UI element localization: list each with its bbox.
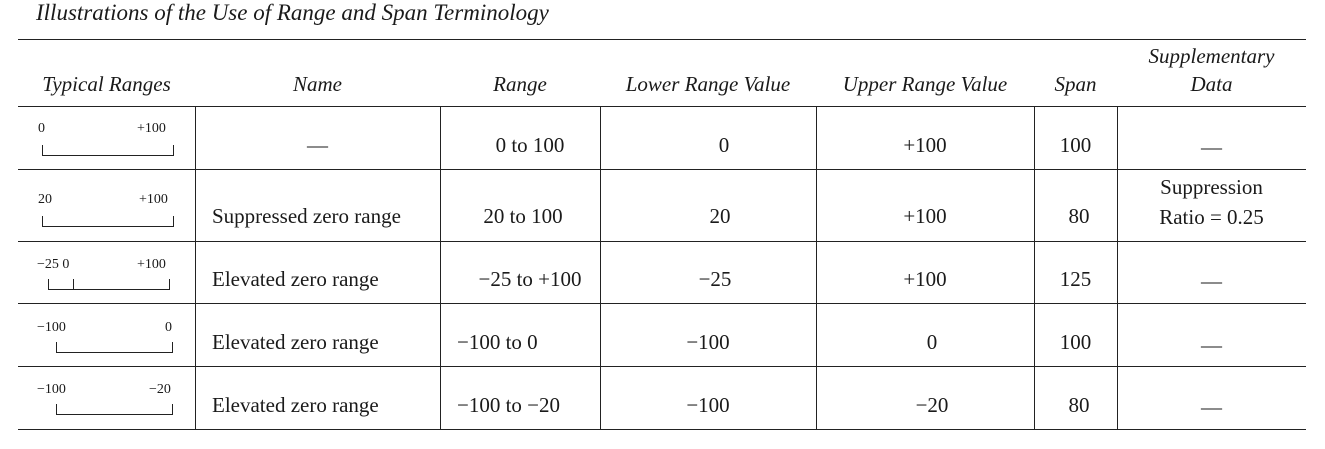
cell-supplementary: — [1201,269,1222,293]
col-divider-5 [1034,106,1035,429]
header-lower-range-value: Lower Range Value [625,72,791,96]
col-divider-4 [816,106,817,429]
range-bracket [48,279,170,290]
diagram-right-label: 0 [165,320,172,335]
cell-upper: 0 [926,330,938,354]
cell-supplementary: Suppression Ratio = 0.25 [1159,175,1264,229]
diagram-left-label: −25 0 [37,257,70,272]
diagram-left-label: −100 [37,320,66,335]
cell-range: −100 to −20 [457,393,561,417]
cell-range: 20 to 100 [483,204,563,228]
header-upper-range-value: Upper Range Value [842,72,1008,96]
range-bracket [56,404,173,415]
col-divider-6 [1117,106,1118,429]
cell-lower: 20 [709,204,731,228]
cell-span: 125 [1059,267,1092,291]
row-rule-4 [18,366,1306,367]
cell-span: 100 [1059,133,1092,157]
cell-span: 100 [1059,330,1092,354]
cell-name: Suppressed zero range [212,204,401,228]
cell-name: Elevated zero range [212,330,379,354]
diagram-left-label: 0 [38,121,45,136]
header-supplementary-data: Supplementary Data [1117,42,1306,98]
cell-supplementary: — [1201,333,1222,357]
range-bracket [42,145,174,156]
cell-lower: −25 [698,267,732,291]
col-divider-3 [600,106,601,429]
cell-span: 80 [1068,204,1090,228]
zero-tick [73,279,74,289]
diagram-left-label: −100 [37,382,66,397]
cell-span: 80 [1068,393,1090,417]
header-name: Name [293,72,342,96]
cell-lower: −100 [686,330,730,354]
header-supp-line2: Data [1190,72,1233,96]
col-divider-1 [195,106,196,429]
header-range: Range [493,72,547,96]
row-rule-1 [18,169,1306,170]
col-divider-2 [440,106,441,429]
cell-supplementary: — [1201,135,1222,159]
range-bracket [42,216,174,227]
cell-name: Elevated zero range [212,393,379,417]
cell-range: −100 to 0 [457,330,538,354]
diagram-right-label: −20 [149,382,171,397]
header-supp-line1: Supplementary [1148,44,1275,68]
cell-lower: 0 [718,133,730,157]
header-bottom-rule [18,106,1306,107]
range-bracket [56,342,173,353]
table-caption: Illustrations of the Use of Range and Sp… [36,0,549,25]
row-rule-3 [18,303,1306,304]
table-bottom-rule [18,429,1306,430]
cell-supplementary: — [1201,395,1222,419]
cell-upper: +100 [903,204,947,228]
header-typical-ranges: Typical Ranges [42,72,171,96]
cell-name: — [307,133,328,157]
cell-upper: −20 [915,393,949,417]
diagram-right-label: +100 [137,257,166,272]
cell-upper: +100 [903,267,947,291]
cell-name: Elevated zero range [212,267,379,291]
diagram-right-label: +100 [139,192,168,207]
cell-range: −25 to +100 [478,267,582,291]
row-rule-2 [18,241,1306,242]
header-span: Span [1054,72,1097,96]
cell-lower: −100 [686,393,730,417]
table-top-rule [18,39,1306,40]
cell-range: 0 to 100 [495,133,565,157]
diagram-left-label: 20 [38,192,52,207]
cell-upper: +100 [903,133,947,157]
diagram-right-label: +100 [137,121,166,136]
